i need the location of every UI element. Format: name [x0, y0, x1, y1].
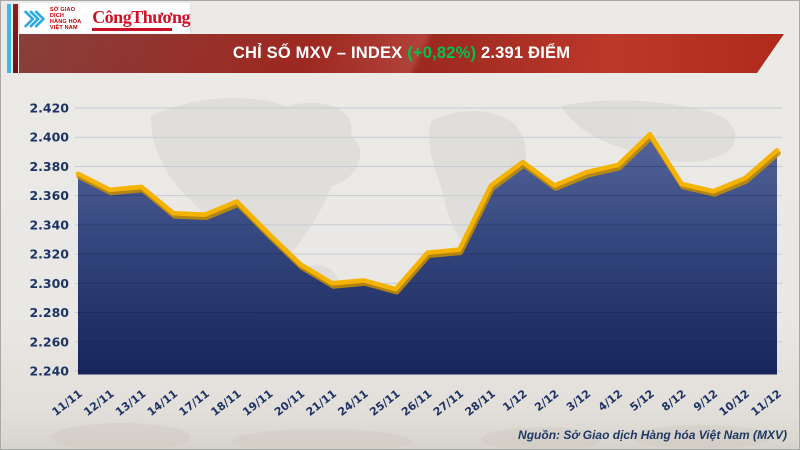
- chart-title: CHỈ SỐ MXV – INDEX (+0,82%) 2.391 ĐIỂM: [233, 44, 570, 63]
- left-accent-stripe-cyan: [7, 4, 11, 73]
- y-axis-labels: 2.420 2.400 2.380 2.360 2.340 2.320 2.300 2.280…: [29, 101, 69, 379]
- congthuong-masthead: CôngThương: [92, 6, 190, 27]
- svg-text:2.380: 2.380: [29, 159, 69, 174]
- svg-text:2.280: 2.280: [29, 305, 69, 320]
- chart-title-points: 2.391 ĐIỂM: [481, 44, 571, 62]
- chart-title-change: (+0,82%): [407, 44, 477, 62]
- mxv-chevrons-icon: [24, 10, 46, 28]
- chart-title-main: CHỈ SỐ MXV – INDEX: [232, 44, 403, 62]
- svg-text:2.240: 2.240: [29, 364, 69, 379]
- logo-band: SỞ GIAO DỊCH HÀNG HÓA VIỆT NAM CôngThươn…: [20, 3, 190, 35]
- left-accent-stripe-red: [13, 4, 18, 73]
- congthuong-underline: [92, 27, 173, 31]
- mxv-logo-text-line2: HÀNG HÓA: [49, 19, 82, 25]
- background-photo-strip: [2, 383, 798, 449]
- index-line: [75, 132, 780, 292]
- mxv-logo-text-line1: SỞ GIAO DỊCH: [49, 6, 76, 19]
- title-banner: CHỈ SỐ MXV – INDEX (+0,82%) 2.391 ĐIỂM: [19, 34, 784, 73]
- mxv-logo-text: SỞ GIAO DỊCH HÀNG HÓA VIỆT NAM: [50, 7, 86, 32]
- mxv-logo: SỞ GIAO DỊCH HÀNG HÓA VIỆT NAM: [24, 6, 86, 32]
- svg-text:2.320: 2.320: [29, 247, 69, 262]
- svg-text:2.340: 2.340: [29, 217, 69, 232]
- svg-text:2.360: 2.360: [29, 188, 69, 203]
- svg-text:2.420: 2.420: [29, 101, 69, 116]
- svg-text:2.400: 2.400: [29, 130, 69, 145]
- mxv-logo-text-line3: VIỆT NAM: [49, 25, 78, 32]
- svg-text:2.300: 2.300: [29, 276, 69, 291]
- source-caption: Nguồn: Sở Giao dịch Hàng hóa Việt Nam (M…: [518, 428, 787, 442]
- svg-text:2.260: 2.260: [29, 334, 69, 349]
- congthuong-logo: CôngThương: [92, 8, 190, 31]
